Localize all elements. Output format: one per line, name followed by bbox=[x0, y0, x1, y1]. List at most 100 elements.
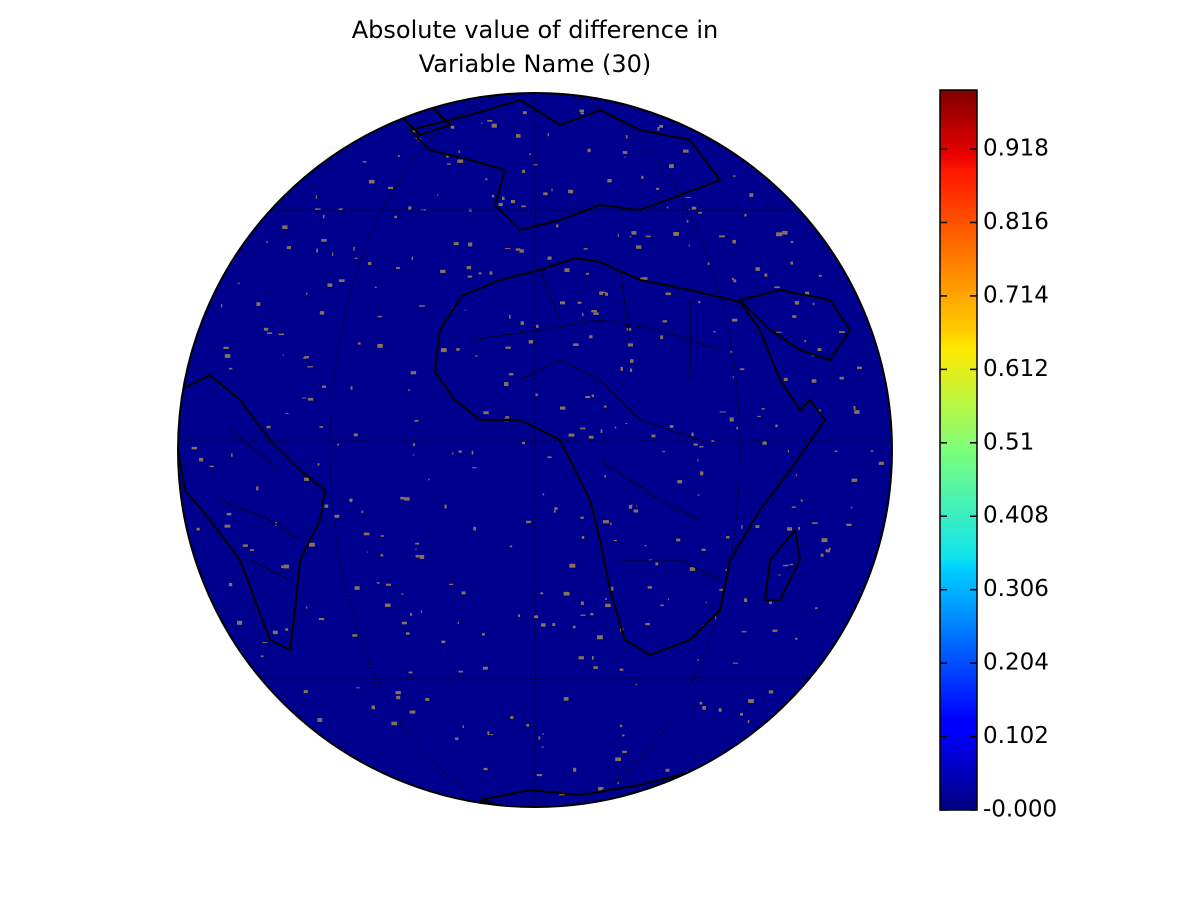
speckle bbox=[542, 493, 545, 496]
speckle bbox=[428, 478, 430, 481]
colorbar: -0.000 0.102 0.204 0.306 0.408 0.51 0.612 0.714… bbox=[939, 89, 1057, 823]
speckle bbox=[730, 350, 733, 353]
speckle bbox=[229, 367, 233, 370]
speckle bbox=[580, 112, 584, 115]
speckle bbox=[585, 396, 591, 398]
speckle bbox=[262, 642, 268, 644]
speckle bbox=[491, 123, 497, 128]
speckle bbox=[304, 477, 309, 481]
speckle bbox=[626, 328, 632, 331]
speckle bbox=[552, 623, 556, 627]
speckle bbox=[741, 631, 747, 633]
speckle bbox=[226, 512, 232, 516]
speckle bbox=[563, 697, 569, 701]
speckle bbox=[569, 563, 576, 568]
speckle bbox=[617, 233, 619, 237]
speckle bbox=[395, 691, 401, 695]
speckle bbox=[196, 527, 200, 531]
speckle bbox=[850, 506, 853, 509]
speckle bbox=[302, 397, 307, 399]
speckle bbox=[283, 564, 290, 569]
speckle bbox=[420, 610, 423, 613]
speckle bbox=[580, 516, 584, 519]
speckle bbox=[572, 625, 576, 629]
speckle bbox=[489, 734, 493, 736]
speckle bbox=[740, 712, 743, 716]
speckle bbox=[510, 716, 514, 719]
speckle bbox=[629, 368, 633, 372]
speckle bbox=[409, 710, 416, 714]
speckle bbox=[487, 120, 493, 122]
speckle bbox=[783, 377, 788, 382]
speckle bbox=[795, 637, 798, 640]
speckle bbox=[526, 520, 532, 524]
speckle bbox=[821, 538, 828, 543]
speckle bbox=[713, 331, 716, 333]
speckle bbox=[492, 194, 495, 198]
speckle bbox=[419, 555, 425, 559]
speckle bbox=[631, 231, 637, 235]
speckle bbox=[732, 175, 736, 177]
speckle bbox=[450, 125, 455, 129]
speckle bbox=[624, 156, 626, 158]
speckle bbox=[505, 346, 511, 349]
speckle bbox=[457, 159, 464, 163]
speckle bbox=[526, 724, 530, 727]
speckle bbox=[644, 545, 647, 547]
speckle bbox=[533, 164, 538, 166]
speckle bbox=[547, 133, 549, 137]
speckle bbox=[617, 782, 619, 784]
speckle bbox=[698, 301, 701, 304]
speckle bbox=[367, 262, 372, 266]
speckle bbox=[455, 737, 459, 740]
speckle bbox=[702, 706, 706, 710]
speckle bbox=[440, 269, 446, 273]
speckle bbox=[697, 459, 699, 462]
speckle bbox=[485, 178, 488, 181]
speckle bbox=[411, 128, 417, 133]
speckle bbox=[755, 267, 760, 271]
globe-outline bbox=[177, 92, 893, 808]
speckle bbox=[367, 551, 369, 553]
speckle bbox=[633, 509, 639, 513]
speckle bbox=[591, 310, 597, 313]
speckle bbox=[573, 767, 577, 772]
colorbar-tick-label: 0.612 bbox=[983, 356, 1049, 382]
speckle bbox=[408, 389, 411, 391]
speckle bbox=[209, 465, 214, 468]
speckle bbox=[580, 614, 586, 616]
graticule bbox=[178, 93, 892, 807]
speckle bbox=[660, 335, 664, 340]
speckle bbox=[744, 598, 748, 603]
speckle bbox=[839, 331, 845, 333]
speckle bbox=[324, 504, 329, 508]
speckle bbox=[665, 292, 671, 296]
speckle bbox=[700, 471, 704, 476]
speckle bbox=[444, 504, 447, 509]
speckle bbox=[839, 376, 844, 380]
speckle bbox=[673, 232, 679, 236]
speckle bbox=[603, 405, 607, 408]
speckle bbox=[782, 230, 788, 235]
speckle bbox=[528, 340, 534, 344]
speckle bbox=[749, 193, 754, 197]
speckle bbox=[419, 305, 425, 307]
speckle bbox=[560, 301, 566, 305]
speckle bbox=[783, 564, 789, 567]
speckle bbox=[666, 206, 669, 209]
speckle bbox=[471, 450, 474, 455]
speckle bbox=[354, 257, 358, 259]
speckle bbox=[620, 724, 623, 728]
speckle bbox=[699, 446, 704, 448]
speckle bbox=[764, 273, 768, 277]
speckle bbox=[483, 767, 488, 771]
speckle bbox=[641, 175, 644, 179]
speckle bbox=[579, 427, 586, 430]
speckle bbox=[726, 535, 730, 539]
speckle bbox=[622, 750, 627, 753]
speckle bbox=[611, 586, 614, 591]
speckle bbox=[509, 314, 511, 319]
speckle bbox=[535, 324, 539, 328]
speckle bbox=[256, 486, 259, 491]
